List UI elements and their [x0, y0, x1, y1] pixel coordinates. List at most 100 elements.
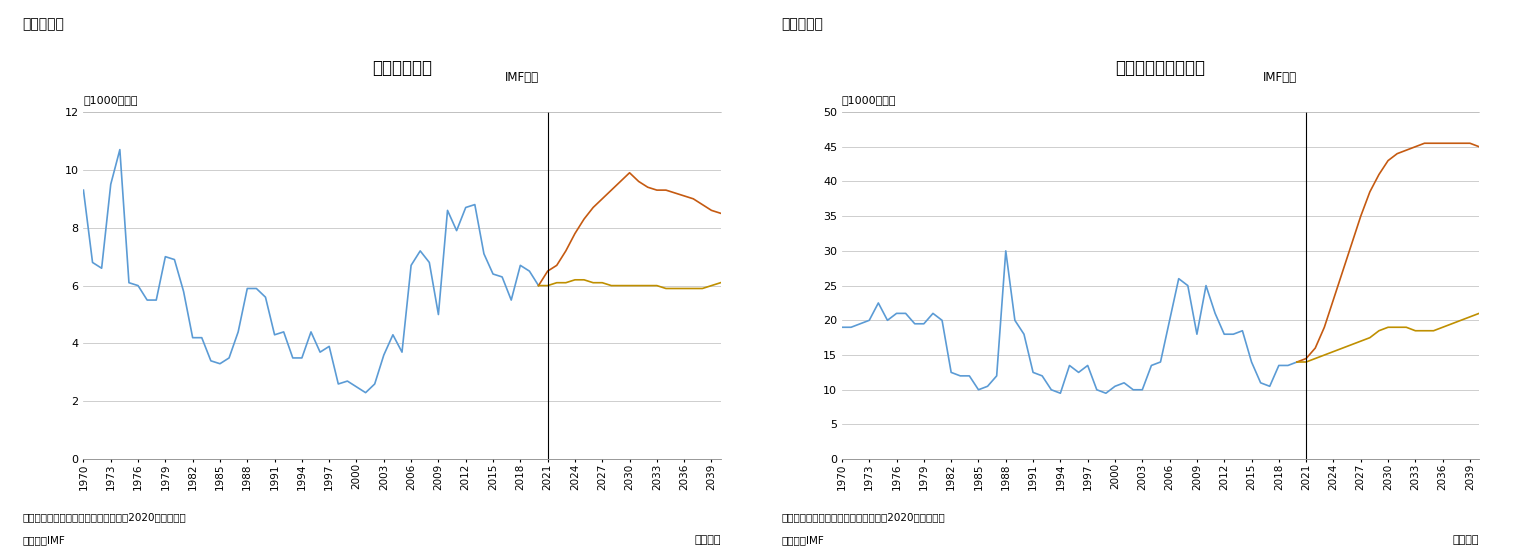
- 公表政策シナリオ: [1352, 338, 1370, 344]
- Text: （図表７）: （図表７）: [23, 17, 65, 31]
- Text: （1000ドル）: （1000ドル）: [842, 95, 897, 105]
- ネットゼロ排出シナリオ: [1424, 140, 1443, 147]
- 公表政策シナリオ: [557, 279, 575, 286]
- 公表政策シナリオ: [702, 282, 721, 289]
- 実績: [520, 268, 539, 274]
- ネットゼロ排出シナリオ: [1406, 143, 1424, 150]
- ネットゼロ排出シナリオ: [1379, 157, 1397, 164]
- Text: （年次）: （年次）: [695, 535, 721, 545]
- ネットゼロ排出シナリオ: [539, 268, 557, 274]
- ネットゼロ排出シナリオ: [666, 190, 684, 197]
- 公表政策シナリオ: [575, 277, 593, 283]
- 公表政策シナリオ: [1361, 334, 1379, 341]
- 公表政策シナリオ: [539, 282, 557, 289]
- ネットゼロ排出シナリオ: [1470, 143, 1488, 150]
- 公表政策シナリオ: [1443, 320, 1461, 327]
- 公表政策シナリオ: [657, 285, 675, 292]
- 公表政策シナリオ: [584, 279, 602, 286]
- ネットゼロ排出シナリオ: [1370, 171, 1388, 178]
- ネットゼロ排出シナリオ: [630, 178, 648, 185]
- 公表政策シナリオ: [548, 279, 566, 286]
- 公表政策シナリオ: [1379, 324, 1397, 330]
- Text: （1000ドル）: （1000ドル）: [83, 95, 138, 105]
- ネットゼロ排出シナリオ: [611, 178, 630, 185]
- Text: （資料）IMF: （資料）IMF: [781, 535, 824, 545]
- 実績: [933, 317, 951, 324]
- 公表政策シナリオ: [1333, 345, 1352, 352]
- ネットゼロ排出シナリオ: [693, 201, 711, 208]
- 公表政策シナリオ: [1288, 358, 1306, 365]
- 公表政策シナリオ: [1406, 328, 1424, 334]
- Text: IMF推計: IMF推計: [1264, 71, 1297, 84]
- ネットゼロ排出シナリオ: [702, 207, 721, 214]
- 公表政策シナリオ: [593, 279, 611, 286]
- ネットゼロ排出シナリオ: [548, 262, 566, 269]
- ネットゼロ排出シナリオ: [593, 195, 611, 202]
- 公表政策シナリオ: [1434, 324, 1452, 330]
- 実績: [529, 282, 548, 289]
- 実績: [1288, 358, 1306, 365]
- ネットゼロ排出シナリオ: [1361, 189, 1379, 195]
- 実績: [833, 324, 851, 330]
- ネットゼロ排出シナリオ: [639, 184, 657, 190]
- 公表政策シナリオ: [639, 282, 657, 289]
- ネットゼロ排出シナリオ: [1333, 268, 1352, 275]
- 実績: [997, 248, 1015, 254]
- 公表政策シナリオ: [611, 282, 630, 289]
- 公表政策シナリオ: [648, 282, 666, 289]
- ネットゼロ排出シナリオ: [602, 187, 620, 194]
- ネットゼロ排出シナリオ: [1352, 213, 1370, 220]
- 公表政策シナリオ: [1297, 358, 1315, 365]
- 公表政策シナリオ: [620, 282, 639, 289]
- ネットゼロ排出シナリオ: [529, 282, 548, 289]
- Line: ネットゼロ排出シナリオ: ネットゼロ排出シナリオ: [539, 172, 721, 286]
- Text: （図表８）: （図表８）: [781, 17, 824, 31]
- Text: （注）価格はメトリックトンあたりで2020年ドル価格: （注）価格はメトリックトンあたりで2020年ドル価格: [23, 512, 187, 522]
- 公表政策シナリオ: [1388, 324, 1406, 330]
- ネットゼロ排出シナリオ: [1315, 324, 1333, 330]
- 実績: [356, 389, 375, 396]
- ネットゼロ排出シナリオ: [711, 210, 730, 217]
- 公表政策シナリオ: [1452, 317, 1470, 324]
- ネットゼロ排出シナリオ: [620, 169, 639, 176]
- 公表政策シナリオ: [602, 282, 620, 289]
- 公表政策シナリオ: [1370, 328, 1388, 334]
- Text: （資料）IMF: （資料）IMF: [23, 535, 65, 545]
- Line: 実績: 実績: [83, 150, 539, 393]
- 実績: [1179, 282, 1197, 289]
- Text: IMF推計: IMF推計: [505, 71, 539, 84]
- ネットゼロ排出シナリオ: [1388, 150, 1406, 157]
- 公表政策シナリオ: [1470, 310, 1488, 317]
- 公表政策シナリオ: [1397, 324, 1415, 330]
- 公表政策シナリオ: [1324, 348, 1343, 355]
- 公表政策シナリオ: [666, 285, 684, 292]
- 公表政策シナリオ: [566, 277, 584, 283]
- ネットゼロ排出シナリオ: [657, 187, 675, 194]
- 実績: [393, 349, 411, 356]
- ネットゼロ排出シナリオ: [684, 195, 702, 202]
- ネットゼロ排出シナリオ: [1461, 140, 1479, 147]
- 実績: [74, 187, 93, 194]
- 実績: [978, 383, 997, 390]
- 公表政策シナリオ: [693, 285, 711, 292]
- ネットゼロ排出シナリオ: [1415, 140, 1434, 147]
- ネットゼロ排出シナリオ: [584, 204, 602, 211]
- ネットゼロ排出シナリオ: [566, 230, 584, 237]
- Line: 公表政策シナリオ: 公表政策シナリオ: [539, 280, 721, 288]
- 実績: [111, 146, 129, 153]
- Line: 実績: 実績: [842, 251, 1297, 393]
- Text: （年次）: （年次）: [1453, 535, 1479, 545]
- 公表政策シナリオ: [1424, 328, 1443, 334]
- 公表政策シナリオ: [1415, 328, 1434, 334]
- 公表政策シナリオ: [684, 285, 702, 292]
- ネットゼロ排出シナリオ: [1324, 296, 1343, 303]
- 公表政策シナリオ: [1315, 352, 1333, 358]
- 実績: [220, 354, 238, 361]
- 公表政策シナリオ: [1306, 355, 1324, 362]
- Line: ネットゼロ排出シナリオ: ネットゼロ排出シナリオ: [1297, 143, 1479, 362]
- ネットゼロ排出シナリオ: [648, 187, 666, 194]
- ネットゼロ排出シナリオ: [1297, 355, 1315, 362]
- ネットゼロ排出シナリオ: [575, 216, 593, 222]
- 公表政策シナリオ: [1461, 314, 1479, 320]
- ネットゼロ排出シナリオ: [557, 248, 575, 254]
